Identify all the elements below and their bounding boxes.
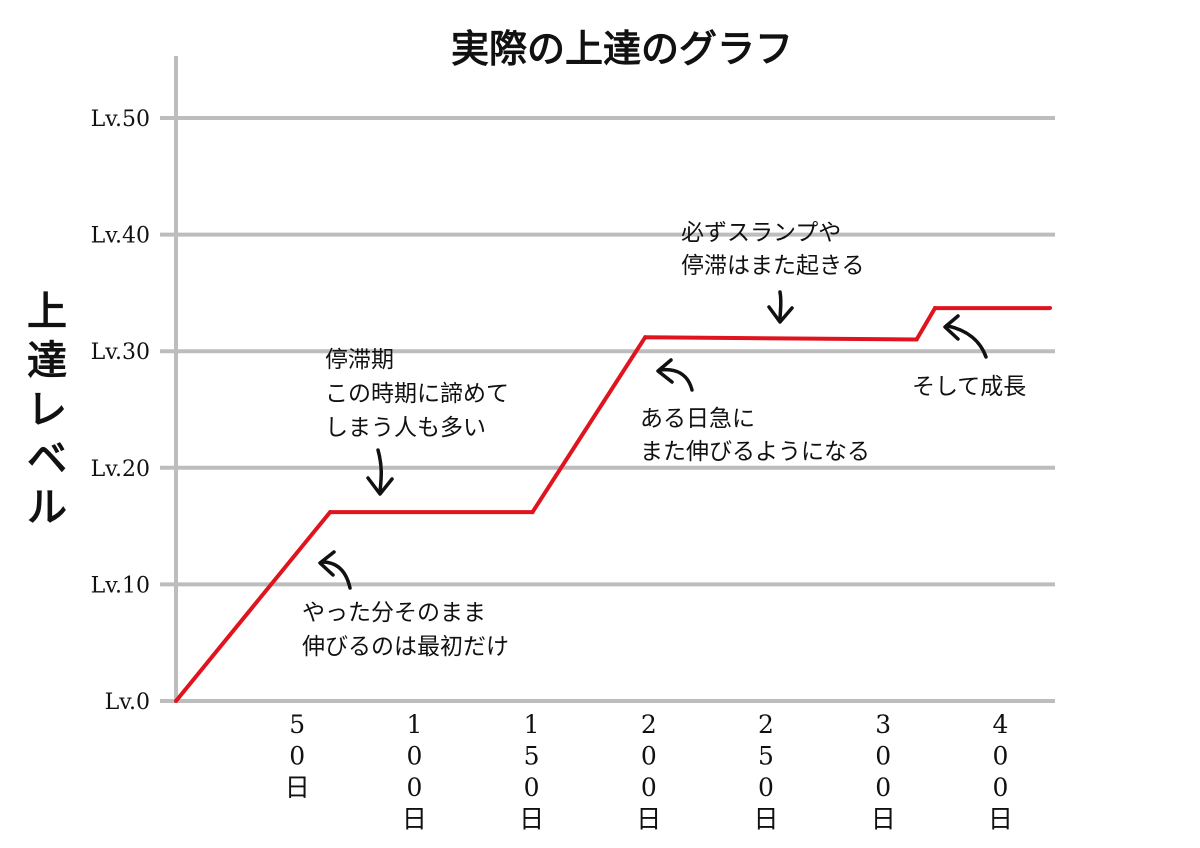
annotation-slump-line: 停滞はまた起きる [681,253,865,279]
arrow-growth-head [943,314,960,341]
y-tick-label: Lv.40 [91,224,150,249]
series-point-4 [914,337,919,342]
annotation-plateau-line: しまう人も多い [325,415,486,441]
series-point-5 [933,306,937,311]
grid-lines [160,116,1055,703]
x-tick-labels: 5 0 日 1 0 0 日 1 5 0 日 2 0 0 日 2 5 0 日 3 0 0 日 4 0 0 日 [285,710,1013,834]
annotation-jump-line: ある日急に [640,406,755,432]
y-tick-labels: Lv.0 Lv.10 Lv.20 Lv.30 Lv.40 Lv.50 [91,107,150,715]
y-tick-label: Lv.30 [91,340,150,365]
arrow-plateau-head [366,476,394,496]
arrow-jump-head [656,358,674,384]
series-point-0 [174,699,178,703]
arrow-slump-shaft [778,290,783,322]
series-point-2 [530,510,535,515]
series-point-3 [643,335,648,340]
arrow-early-head [318,550,336,577]
arrow-jump-shaft [658,367,694,392]
y-axis-label: 上達レベル [27,289,67,531]
annotation-early-line: やった分そのまま [302,600,486,626]
annotation-arrows [318,290,988,590]
arrow-growth-shaft [946,324,988,359]
y-axis-title: 上達レベル [27,289,67,531]
arrow-plateau-shaft [376,448,383,494]
series-point-1 [328,510,333,515]
arrow-slump-head [767,305,794,324]
y-tick-label: Lv.50 [91,107,150,132]
arrow-early-shaft [320,560,352,590]
y-tick-label: Lv.20 [91,457,150,482]
annotation-early-line: 伸びるのは最初だけ [302,634,509,660]
annotation-slump-line: 必ずスランプや [681,220,841,246]
annotation-jump-line: また伸びるようになる [640,439,870,465]
annotation-growth-line: そして成長 [912,374,1026,400]
y-tick-label: Lv.0 [105,690,150,715]
annotation-plateau-line: 停滞期 [325,347,394,373]
annotation-plateau-line: この時期に諦めて [325,381,509,407]
chart-title: 実際の上達のグラフ [451,27,793,71]
y-tick-label: Lv.10 [91,573,150,598]
series-layer [174,306,1052,703]
series-point-6 [1048,306,1052,311]
